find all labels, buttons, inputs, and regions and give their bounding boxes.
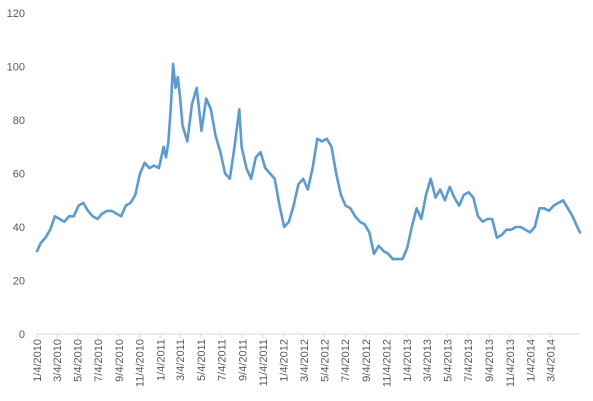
x-tick-label: 5/4/2013 [443, 339, 455, 382]
y-tick-label: 20 [13, 276, 25, 288]
x-tick-label: 7/4/2013 [463, 339, 475, 382]
x-tick-label: 9/4/2012 [361, 339, 373, 382]
x-tick-label: 1/4/2011 [155, 339, 167, 381]
x-tick-label: 3/4/2013 [422, 339, 434, 382]
x-axis-tick-labels: 1/4/2010 3/4/2010 5/4/2010 7/4/2010 9/4/2010… [32, 339, 557, 387]
x-tick-label: 5/4/2011 [196, 339, 208, 381]
y-tick-label: 60 [13, 169, 25, 181]
x-tick-label: 9/4/2010 [114, 339, 126, 382]
x-tick-label: 7/4/2011 [216, 339, 228, 381]
x-axis-ticks [36, 334, 551, 338]
x-tick-label: 7/4/2012 [340, 339, 352, 382]
y-axis-tick-labels: 0 20 40 60 80 100 120 [7, 8, 25, 341]
x-tick-label: 3/4/2012 [299, 339, 311, 382]
x-tick-label: 3/4/2014 [545, 339, 557, 382]
x-tick-label: 1/4/2014 [525, 339, 537, 382]
x-tick-label: 5/4/2012 [319, 339, 331, 382]
y-tick-label: 120 [7, 8, 25, 20]
x-tick-label: 7/4/2010 [93, 339, 105, 382]
x-tick-label: 3/4/2010 [52, 339, 64, 382]
y-tick-label: 100 [7, 62, 25, 74]
y-tick-label: 80 [13, 115, 25, 127]
x-tick-label: 11/4/2010 [135, 339, 147, 387]
y-tick-label: 0 [19, 329, 25, 341]
series-line [35, 62, 582, 261]
x-tick-label: 9/4/2013 [484, 339, 496, 382]
x-tick-label: 11/4/2012 [382, 339, 394, 387]
x-tick-label: 1/4/2012 [279, 339, 291, 382]
x-tick-label: 5/4/2010 [73, 339, 85, 382]
x-tick-label: 11/4/2011 [258, 339, 270, 386]
x-tick-label: 11/4/2013 [505, 339, 517, 387]
y-tick-label: 40 [13, 222, 25, 234]
x-tick-label: 1/4/2013 [402, 339, 414, 382]
x-tick-label: 3/4/2011 [175, 339, 187, 381]
x-tick-label: 1/4/2010 [32, 339, 44, 382]
x-tick-label: 9/4/2011 [237, 339, 249, 381]
